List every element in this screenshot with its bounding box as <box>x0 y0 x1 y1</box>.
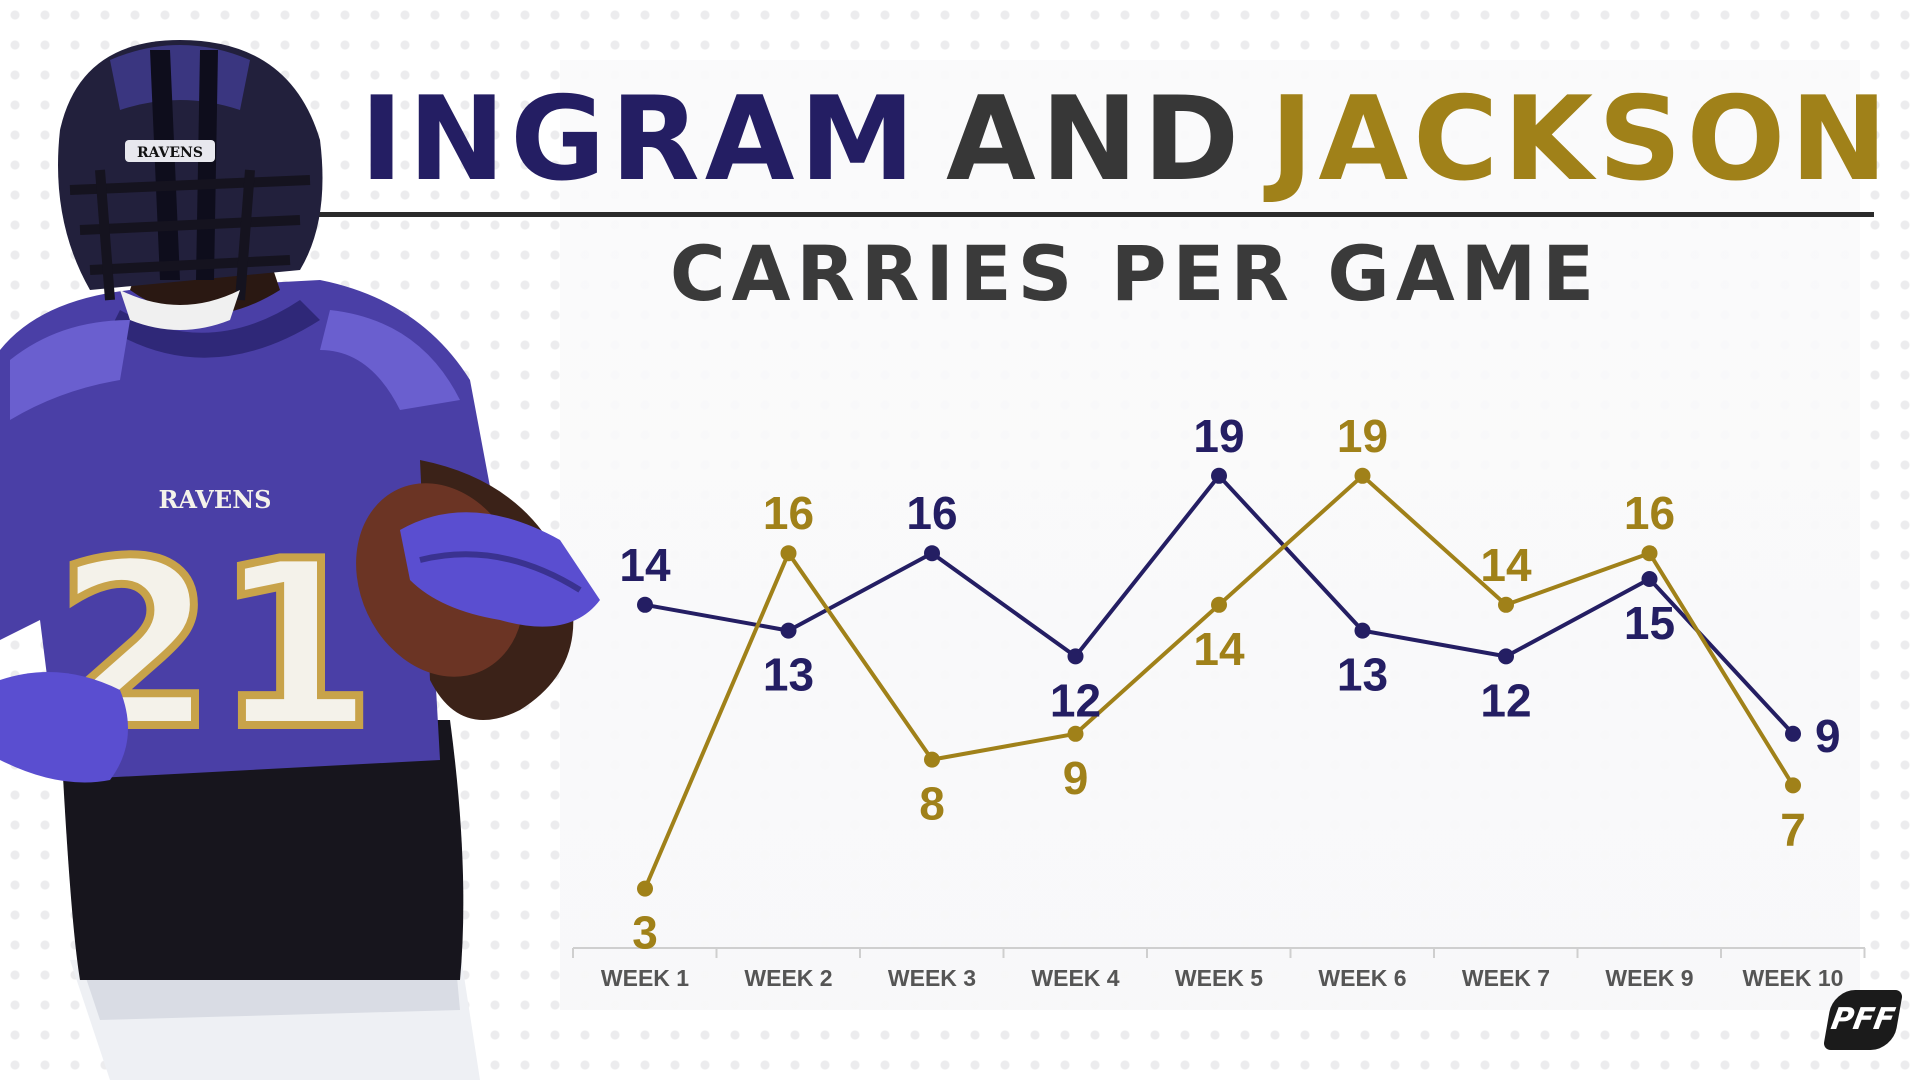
x-tick-label: WEEK 6 <box>1318 965 1406 991</box>
data-point <box>1211 467 1227 484</box>
data-label: 16 <box>906 487 957 539</box>
x-tick-label: WEEK 10 <box>1743 965 1844 991</box>
x-tick-label: WEEK 3 <box>888 965 976 991</box>
x-tick-label: WEEK 5 <box>1175 965 1263 991</box>
data-label: 14 <box>1193 623 1245 675</box>
data-label: 8 <box>919 778 945 830</box>
data-point <box>1785 777 1801 794</box>
data-label: 9 <box>1815 710 1841 762</box>
data-point <box>1354 467 1371 484</box>
data-point <box>1211 596 1227 613</box>
data-point <box>637 880 653 897</box>
data-label: 14 <box>1480 539 1532 591</box>
data-point <box>1641 545 1658 562</box>
title-jackson: JACKSON <box>1270 72 1893 207</box>
data-point <box>1067 648 1084 665</box>
x-tick-label: WEEK 1 <box>601 965 689 991</box>
data-point <box>637 596 653 613</box>
data-label: 13 <box>1337 649 1388 701</box>
title-ingram: INGRAM <box>360 72 920 207</box>
data-label: 19 <box>1337 410 1388 462</box>
chart-panel <box>560 60 1860 1010</box>
data-label: 12 <box>1480 674 1531 726</box>
data-point <box>1354 622 1371 639</box>
data-label: 7 <box>1780 803 1806 855</box>
chart-subtitle: CARRIES PER GAME <box>669 229 1601 318</box>
data-label: 13 <box>763 649 814 701</box>
data-label: 15 <box>1624 597 1675 649</box>
player-image: 21 RAVENS RAVENS <box>0 40 600 1080</box>
title-divider <box>312 212 1874 217</box>
data-label: 9 <box>1063 752 1089 804</box>
x-tick-label: WEEK 2 <box>744 965 832 991</box>
data-label: 16 <box>763 487 814 539</box>
page-title: INGRAM AND JACKSON <box>360 72 1887 207</box>
data-label: 16 <box>1624 487 1675 539</box>
x-tick-label: WEEK 4 <box>1031 965 1119 991</box>
data-point <box>1785 725 1801 742</box>
data-point <box>1498 596 1514 613</box>
series-line <box>643 473 1795 890</box>
data-point <box>924 545 940 562</box>
data-point <box>1641 571 1658 587</box>
title-and: AND <box>946 72 1245 207</box>
data-point <box>780 545 797 562</box>
data-label: 3 <box>632 907 658 959</box>
jersey-wordmark: RAVENS <box>158 485 271 514</box>
data-point <box>924 751 940 768</box>
x-tick-label: WEEK 7 <box>1462 965 1550 991</box>
data-point <box>1498 648 1514 665</box>
data-label: 12 <box>1050 674 1101 726</box>
x-tick-label: WEEK 9 <box>1605 965 1693 991</box>
helmet-wordmark: RAVENS <box>137 145 203 161</box>
data-point <box>1067 725 1084 742</box>
data-label: 14 <box>619 539 671 591</box>
data-label: 19 <box>1193 410 1244 462</box>
data-point <box>780 622 797 639</box>
